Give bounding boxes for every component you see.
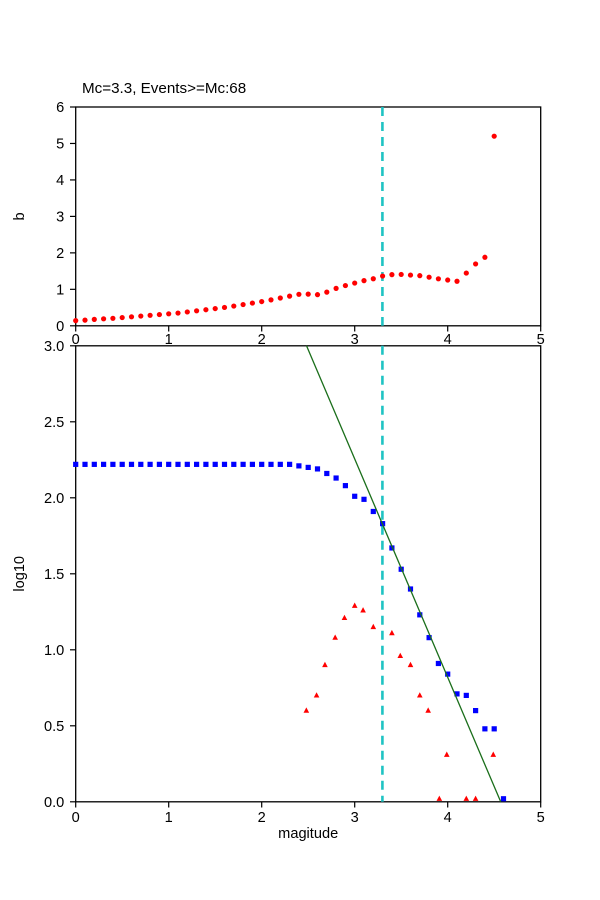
svg-text:1: 1	[165, 332, 173, 348]
svg-text:3: 3	[351, 810, 359, 826]
svg-text:b: b	[12, 212, 28, 220]
svg-text:2: 2	[258, 810, 266, 826]
svg-text:log10: log10	[12, 556, 28, 592]
svg-text:1: 1	[165, 810, 173, 826]
svg-text:5: 5	[537, 810, 545, 826]
svg-text:3.0: 3.0	[44, 339, 64, 355]
svg-text:5: 5	[537, 332, 545, 348]
svg-text:0.5: 0.5	[44, 719, 64, 735]
svg-text:0.0: 0.0	[44, 795, 64, 811]
svg-text:2: 2	[56, 246, 64, 262]
svg-text:2.5: 2.5	[44, 415, 64, 431]
svg-text:3: 3	[351, 332, 359, 348]
svg-text:3: 3	[56, 209, 64, 225]
svg-text:1.0: 1.0	[44, 643, 64, 659]
svg-text:1: 1	[56, 282, 64, 298]
svg-text:4: 4	[444, 332, 452, 348]
svg-text:6: 6	[56, 100, 64, 116]
svg-text:2: 2	[258, 332, 266, 348]
svg-text:4: 4	[444, 810, 452, 826]
svg-text:0: 0	[72, 810, 80, 826]
svg-text:4: 4	[56, 173, 64, 189]
svg-text:1.5: 1.5	[44, 567, 64, 583]
svg-text:0: 0	[56, 319, 64, 335]
svg-text:5: 5	[56, 136, 64, 152]
svg-text:magitude: magitude	[278, 826, 338, 842]
svg-text:2.0: 2.0	[44, 491, 64, 507]
svg-text:Mc=3.3, Events>=Mc:68: Mc=3.3, Events>=Mc:68	[82, 80, 246, 97]
